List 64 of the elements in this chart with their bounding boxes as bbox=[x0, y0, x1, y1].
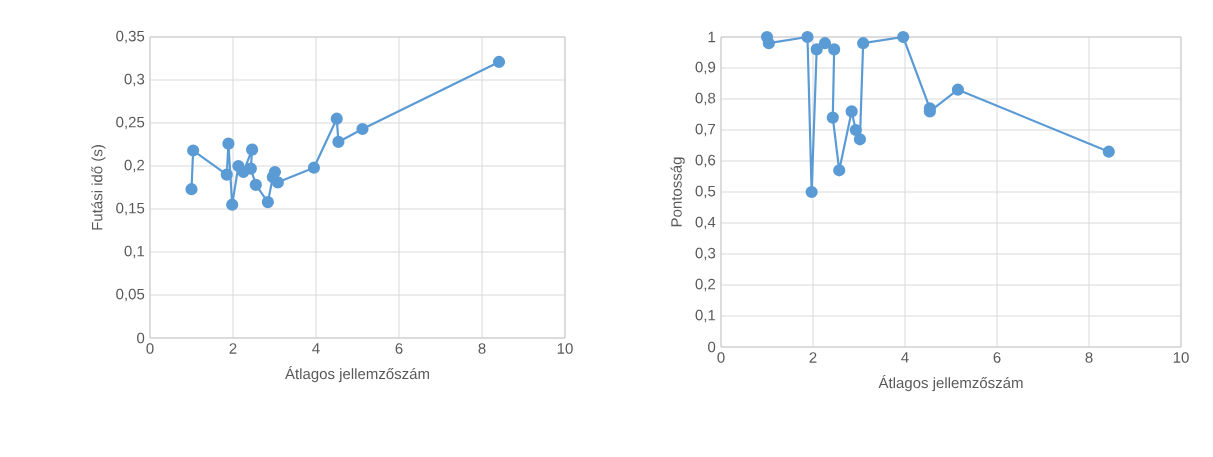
x-tick-label: 10 bbox=[1173, 352, 1189, 363]
x-tick-label: 2 bbox=[229, 343, 237, 354]
point bbox=[261, 196, 274, 209]
y-tick-label: 0,1 bbox=[695, 309, 716, 323]
point bbox=[245, 143, 259, 156]
point bbox=[187, 144, 200, 157]
point bbox=[271, 176, 284, 189]
x-tick-label: 6 bbox=[993, 352, 1001, 363]
y-tick-label: 1 bbox=[708, 31, 716, 43]
point bbox=[226, 198, 239, 211]
y-tick-label: 0,9 bbox=[695, 61, 716, 75]
point bbox=[897, 30, 910, 44]
y-tick-label: 0,5 bbox=[695, 185, 716, 199]
point bbox=[828, 43, 841, 56]
x-tick-label: 8 bbox=[478, 343, 486, 354]
point bbox=[220, 168, 233, 181]
y-tick-label: 0,15 bbox=[116, 202, 145, 216]
point bbox=[951, 83, 965, 96]
point bbox=[849, 123, 862, 137]
y-tick-label: 0,25 bbox=[116, 116, 145, 130]
x-tick-label: 4 bbox=[312, 343, 320, 354]
point bbox=[1102, 145, 1115, 158]
y-tick-label: 0,35 bbox=[116, 30, 145, 44]
y-tick-label: 0,2 bbox=[124, 159, 145, 173]
x-tick-label: 0 bbox=[717, 352, 725, 363]
point bbox=[826, 111, 839, 124]
point bbox=[492, 55, 506, 69]
y-tick-label: 0,4 bbox=[695, 216, 716, 230]
x-tick-label: 8 bbox=[1085, 352, 1093, 363]
point bbox=[818, 37, 832, 50]
point bbox=[853, 133, 867, 146]
y-tick-label: 0,05 bbox=[116, 288, 145, 302]
y-axis-title: Futási idő (s) bbox=[91, 145, 106, 230]
x-tick-label: 2 bbox=[809, 352, 817, 363]
point bbox=[268, 165, 282, 179]
x-axis-title: Átlagos jellemzőszám bbox=[878, 375, 1023, 392]
point bbox=[307, 161, 321, 174]
point bbox=[833, 164, 846, 177]
point bbox=[810, 43, 823, 56]
point bbox=[249, 178, 262, 192]
point bbox=[185, 183, 198, 196]
point bbox=[845, 105, 858, 118]
y-tick-label: 0,3 bbox=[695, 247, 716, 261]
point bbox=[762, 37, 775, 50]
y-tick-label: 0,7 bbox=[695, 123, 716, 137]
point bbox=[356, 122, 369, 136]
y-tick-label: 0 bbox=[137, 332, 145, 344]
y-tick-label: 0,1 bbox=[124, 245, 145, 259]
point bbox=[857, 37, 870, 50]
y-axis-title: Pontosság bbox=[670, 157, 685, 227]
point bbox=[332, 135, 345, 149]
x-axis-title: Átlagos jellemzőszám bbox=[285, 366, 429, 383]
point bbox=[222, 137, 235, 150]
x-tick-label: 0 bbox=[146, 343, 154, 354]
x-tick-label: 4 bbox=[901, 352, 909, 363]
x-tick-label: 10 bbox=[557, 343, 573, 354]
y-tick-label: 0,6 bbox=[695, 154, 716, 168]
point bbox=[801, 30, 814, 44]
point bbox=[805, 185, 818, 199]
y-tick-label: 0,2 bbox=[695, 278, 716, 292]
point bbox=[330, 112, 343, 125]
x-tick-label: 6 bbox=[395, 343, 403, 354]
y-tick-label: 0,3 bbox=[124, 73, 145, 87]
y-tick-label: 0,8 bbox=[695, 92, 716, 106]
